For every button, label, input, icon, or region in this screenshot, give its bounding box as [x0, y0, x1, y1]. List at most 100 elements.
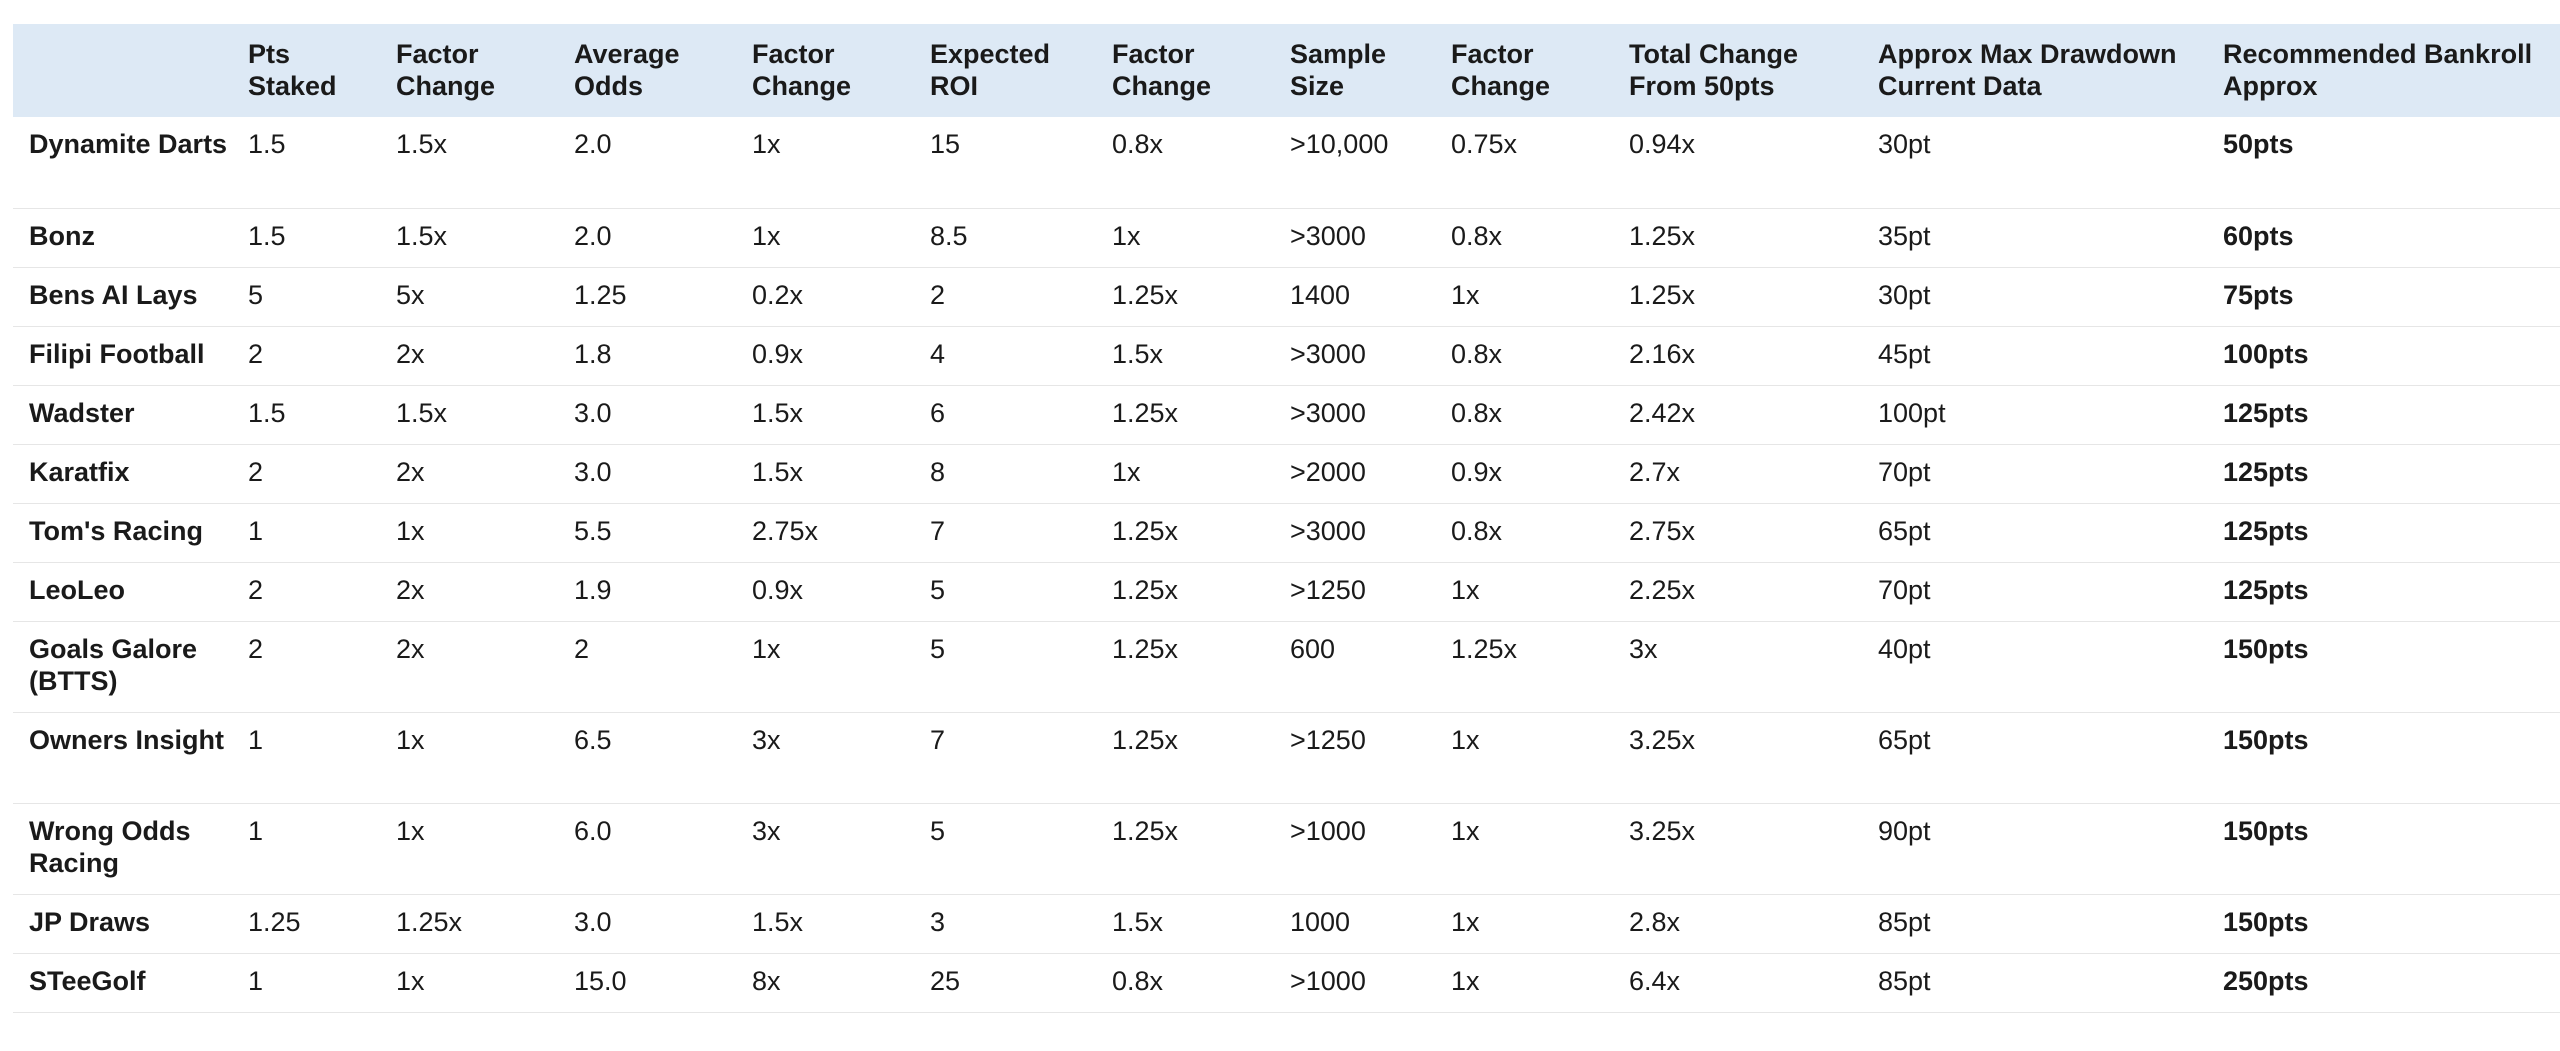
header-cell-factor-change: Factor Change	[396, 39, 496, 101]
total-change-cell: 1.25x	[1613, 267, 1862, 327]
header-cell-max-drawdown: Approx Max Drawdown Current Data	[1878, 39, 2177, 101]
table-row: Bonz 1.5 1.5x 2.0 1x 8.5 1x >3000 0.8x 1.25x 35pt 6…	[13, 208, 2560, 268]
factor-change-cell: 3x	[736, 803, 914, 895]
sample-size-cell: >10,000	[1274, 117, 1435, 209]
factor-change-cell: 1.25x	[1096, 503, 1274, 563]
header-cell-total-change: Total Change From 50pts	[1629, 39, 1799, 101]
factor-change-cell: 0.9x	[736, 562, 914, 622]
expected-roi-cell: 7	[914, 712, 1096, 804]
total-change-cell: 6.4x	[1613, 953, 1862, 1013]
tipster-name-cell: STeeGolf	[13, 953, 232, 1013]
recommended-bankroll-cell: 250pts	[2207, 953, 2560, 1013]
sample-size-cell: >3000	[1274, 385, 1435, 445]
average-odds-cell: 2.0	[558, 208, 736, 268]
header-cell-sample-size: Sample Size	[1290, 39, 1387, 101]
tipster-name-cell: Bonz	[13, 208, 232, 268]
factor-change-cell: 1x	[1435, 562, 1613, 622]
table-body: Dynamite Darts 1.5 1.5x 2.0 1x 15 0.8x >10,000 0…	[13, 117, 2560, 1013]
factor-change-cell: 1x	[380, 503, 558, 563]
factor-change-cell: 1x	[1435, 712, 1613, 804]
factor-change-cell: 5x	[380, 267, 558, 327]
recommended-bankroll-cell: 60pts	[2207, 208, 2560, 268]
pts-staked-cell: 1.5	[232, 385, 380, 445]
factor-change-cell: 1x	[1435, 803, 1613, 895]
pts-staked-cell: 1	[232, 503, 380, 563]
header-cell-average-odds: Average Odds	[574, 39, 680, 101]
header-cell-pts-staked: Pts Staked	[248, 39, 337, 101]
header-cell-factor-change: Factor Change	[1451, 39, 1551, 101]
tipster-name-cell: Owners Insight	[13, 712, 232, 804]
expected-roi-cell: 2	[914, 267, 1096, 327]
factor-change-cell: 0.8x	[1435, 326, 1613, 386]
factor-change-cell: 2x	[380, 326, 558, 386]
recommended-bankroll-cell: 50pts	[2207, 117, 2560, 209]
recommended-bankroll-cell: 150pts	[2207, 712, 2560, 804]
factor-change-cell: 1x	[1435, 894, 1613, 954]
expected-roi-cell: 15	[914, 117, 1096, 209]
total-change-cell: 2.75x	[1613, 503, 1862, 563]
total-change-cell: 2.8x	[1613, 894, 1862, 954]
max-drawdown-cell: 30pt	[1862, 117, 2207, 209]
pts-staked-cell: 1	[232, 803, 380, 895]
average-odds-cell: 5.5	[558, 503, 736, 563]
factor-change-cell: 1x	[736, 208, 914, 268]
factor-change-cell: 1x	[1096, 208, 1274, 268]
factor-change-cell: 0.2x	[736, 267, 914, 327]
table-row: Goals Galore (BTTS) 2 2x 2 1x 5 1.25x 600 1.25x 3…	[13, 621, 2560, 713]
factor-change-cell: 0.9x	[736, 326, 914, 386]
factor-change-cell: 1.5x	[380, 117, 558, 209]
max-drawdown-cell: 40pt	[1862, 621, 2207, 713]
table-row: Bens AI Lays 5 5x 1.25 0.2x 2 1.25x 1400 1x 1.25x…	[13, 267, 2560, 327]
bankroll-table: Pts Staked Factor Change Average Odds Fa…	[13, 24, 2560, 1013]
factor-change-cell: 1.5x	[736, 894, 914, 954]
factor-change-cell: 0.8x	[1435, 503, 1613, 563]
factor-change-cell: 2x	[380, 621, 558, 713]
sample-size-cell: >3000	[1274, 503, 1435, 563]
sample-size-cell: >3000	[1274, 208, 1435, 268]
average-odds-cell: 2	[558, 621, 736, 713]
factor-change-cell: 1.25x	[1096, 712, 1274, 804]
recommended-bankroll-cell: 125pts	[2207, 503, 2560, 563]
tipster-name-cell: JP Draws	[13, 894, 232, 954]
recommended-bankroll-cell: 125pts	[2207, 385, 2560, 445]
total-change-cell: 3.25x	[1613, 712, 1862, 804]
tipster-name-cell: Karatfix	[13, 444, 232, 504]
tipster-name-cell: Bens AI Lays	[13, 267, 232, 327]
sample-size-cell: >1000	[1274, 803, 1435, 895]
factor-change-cell: 1x	[380, 953, 558, 1013]
tipster-name-cell: Wrong Odds Racing	[13, 803, 232, 895]
factor-change-cell: 1.5x	[736, 385, 914, 445]
table-header-row: Pts Staked Factor Change Average Odds Fa…	[13, 24, 2560, 117]
total-change-cell: 2.16x	[1613, 326, 1862, 386]
factor-change-cell: 2x	[380, 562, 558, 622]
sample-size-cell: >1250	[1274, 562, 1435, 622]
factor-change-cell: 3x	[736, 712, 914, 804]
pts-staked-cell: 1.25	[232, 894, 380, 954]
pts-staked-cell: 1.5	[232, 208, 380, 268]
header-cell-factor-change: Factor Change	[1112, 39, 1212, 101]
recommended-bankroll-cell: 150pts	[2207, 621, 2560, 713]
total-change-cell: 2.7x	[1613, 444, 1862, 504]
pts-staked-cell: 1.5	[232, 117, 380, 209]
table-row: Dynamite Darts 1.5 1.5x 2.0 1x 15 0.8x >10,000 0…	[13, 117, 2560, 209]
average-odds-cell: 1.8	[558, 326, 736, 386]
table-row: Wrong Odds Racing 1 1x 6.0 3x 5 1.25x >1000 1x 3.…	[13, 803, 2560, 895]
total-change-cell: 2.25x	[1613, 562, 1862, 622]
tipster-name-cell: Dynamite Darts	[13, 117, 232, 209]
tipster-name-cell: Filipi Football	[13, 326, 232, 386]
tipster-name-cell: Goals Galore (BTTS)	[13, 621, 232, 713]
recommended-bankroll-cell: 125pts	[2207, 444, 2560, 504]
table-row: Karatfix 2 2x 3.0 1.5x 8 1x >2000 0.9x 2.7x 70pt 12…	[13, 444, 2560, 504]
expected-roi-cell: 5	[914, 562, 1096, 622]
max-drawdown-cell: 90pt	[1862, 803, 2207, 895]
factor-change-cell: 1.25x	[380, 894, 558, 954]
recommended-bankroll-cell: 100pts	[2207, 326, 2560, 386]
total-change-cell: 2.42x	[1613, 385, 1862, 445]
average-odds-cell: 3.0	[558, 444, 736, 504]
max-drawdown-cell: 70pt	[1862, 444, 2207, 504]
factor-change-cell: 1x	[736, 621, 914, 713]
average-odds-cell: 6.0	[558, 803, 736, 895]
header-cell-expected-roi: Expected ROI	[930, 39, 1051, 101]
pts-staked-cell: 2	[232, 562, 380, 622]
expected-roi-cell: 7	[914, 503, 1096, 563]
